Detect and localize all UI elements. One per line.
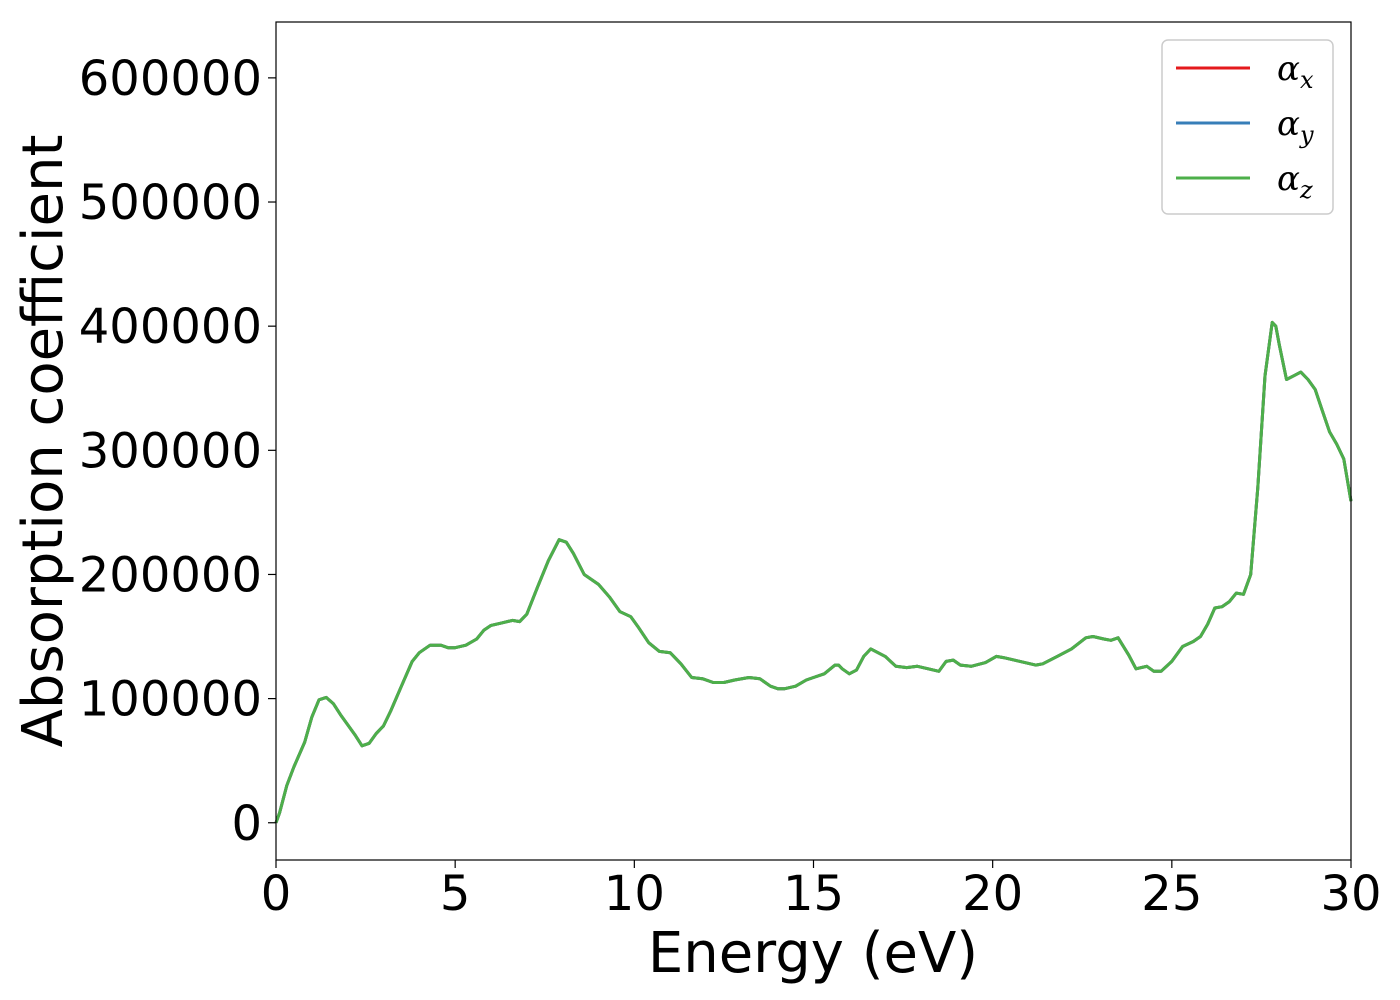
y-tick-label: 600000 xyxy=(79,51,262,107)
y-tick-label: 0 xyxy=(231,796,262,852)
x-axis-ticks: 0 5 10 15 20 25 30 xyxy=(261,860,1382,922)
x-axis-title: Energy (eV) xyxy=(648,921,978,986)
x-tick-label: 25 xyxy=(1141,866,1202,922)
y-tick-label: 100000 xyxy=(79,672,262,728)
legend-box xyxy=(1161,39,1334,215)
x-tick-label: 20 xyxy=(962,866,1023,922)
x-tick-label: 15 xyxy=(783,866,844,922)
y-tick-label: 200000 xyxy=(79,547,262,603)
y-tick-label: 400000 xyxy=(79,299,262,355)
series-line-z xyxy=(274,320,1353,824)
y-axis-ticks: 0 100000 200000 300000 400000 500000 600000 xyxy=(79,51,276,852)
y-tick-label: 500000 xyxy=(79,175,262,231)
x-tick-label: 30 xyxy=(1320,866,1381,922)
series-layer xyxy=(274,320,1353,824)
x-tick-label: 0 xyxy=(261,866,292,922)
y-tick-label: 300000 xyxy=(79,423,262,479)
y-axis-title: Absorption coefficient xyxy=(11,135,76,748)
legend-label-x: αx xyxy=(1277,49,1314,94)
x-tick-label: 5 xyxy=(440,866,471,922)
legend-label-z: αz xyxy=(1277,159,1313,204)
legend-label-y: αy xyxy=(1277,104,1314,149)
x-tick-label: 10 xyxy=(604,866,665,922)
legend: αx αy αz xyxy=(1161,39,1334,215)
